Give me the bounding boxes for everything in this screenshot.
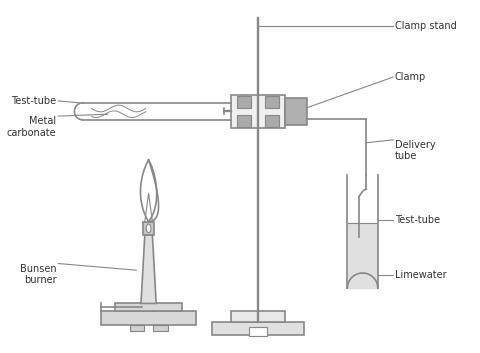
Polygon shape — [143, 222, 154, 235]
Polygon shape — [285, 98, 307, 125]
Text: Delivery
tube: Delivery tube — [395, 140, 435, 161]
Polygon shape — [130, 325, 144, 331]
Polygon shape — [237, 96, 252, 108]
Polygon shape — [231, 311, 285, 323]
Text: Test-tube: Test-tube — [395, 215, 440, 225]
Text: Test-tube: Test-tube — [11, 96, 56, 106]
Polygon shape — [153, 325, 168, 331]
Text: Metal
carbonate: Metal carbonate — [7, 116, 56, 138]
Ellipse shape — [146, 224, 151, 233]
Text: Clamp: Clamp — [395, 72, 426, 82]
Text: Limewater: Limewater — [395, 270, 446, 280]
Text: Bunsen
burner: Bunsen burner — [20, 264, 56, 285]
Text: Clamp stand: Clamp stand — [395, 21, 456, 31]
Polygon shape — [264, 115, 279, 127]
Polygon shape — [212, 323, 304, 335]
Polygon shape — [231, 95, 285, 127]
Polygon shape — [250, 327, 266, 336]
Polygon shape — [264, 96, 279, 108]
Polygon shape — [115, 304, 182, 311]
Polygon shape — [101, 311, 196, 325]
Polygon shape — [237, 115, 252, 127]
Polygon shape — [348, 223, 377, 288]
Polygon shape — [141, 235, 156, 304]
